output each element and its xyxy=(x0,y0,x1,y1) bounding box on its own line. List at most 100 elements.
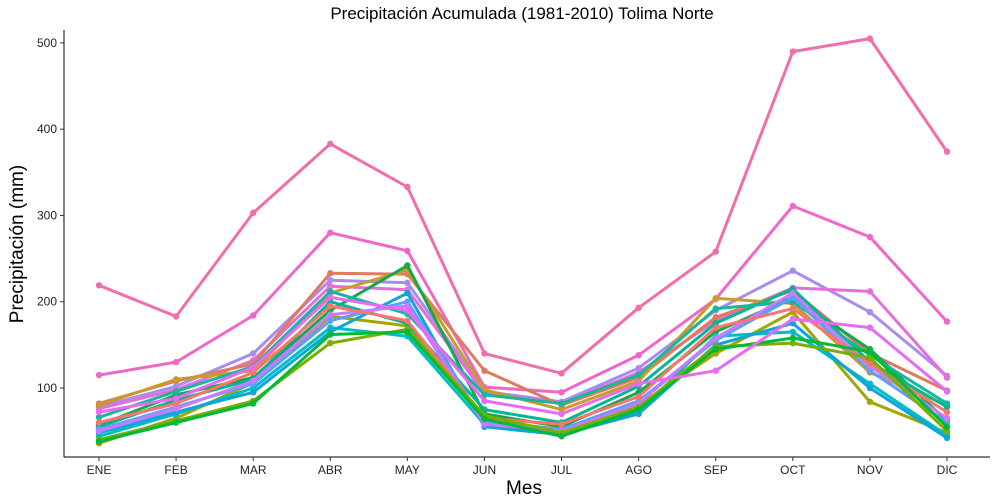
x-tick-label: SEP xyxy=(704,463,728,477)
data-point xyxy=(866,324,874,331)
data-point xyxy=(249,377,257,385)
x-tick-label: DIC xyxy=(937,463,958,477)
data-point xyxy=(635,393,642,400)
data-point xyxy=(481,406,488,413)
data-point xyxy=(249,350,257,357)
data-point xyxy=(943,414,951,422)
data-point xyxy=(404,247,411,255)
x-tick-label: FEB xyxy=(164,463,187,477)
data-point xyxy=(172,395,180,402)
data-point xyxy=(635,371,642,379)
data-point xyxy=(866,360,874,368)
data-point xyxy=(866,384,874,392)
data-point xyxy=(172,388,180,395)
data-point xyxy=(943,388,951,395)
data-point xyxy=(712,324,719,331)
x-tick-label: JUN xyxy=(473,463,496,477)
x-axis-ticks: ENE FEB MAR ABR MAY JUN JUL AGO SEP OCT NOV DIC xyxy=(87,457,958,477)
y-tick-label: 200 xyxy=(37,295,57,309)
data-point xyxy=(481,367,488,374)
data-point xyxy=(327,339,334,347)
chart-title: Precipitación Acumulada (1981-2010) Toli… xyxy=(330,4,713,23)
data-point xyxy=(712,314,719,321)
data-point xyxy=(481,391,488,399)
data-point xyxy=(327,229,334,236)
data-point xyxy=(558,400,565,407)
data-point xyxy=(249,389,257,396)
data-point xyxy=(481,397,488,405)
x-tick-label: MAR xyxy=(240,463,267,477)
data-point xyxy=(249,209,257,217)
series-1 xyxy=(95,35,951,377)
series-line xyxy=(97,327,949,442)
data-point xyxy=(172,358,180,366)
series-18 xyxy=(95,294,951,418)
data-point xyxy=(712,334,719,342)
data-point xyxy=(249,369,257,376)
data-point xyxy=(172,405,180,412)
data-point xyxy=(712,345,719,353)
data-point xyxy=(95,371,103,379)
data-point xyxy=(327,331,334,338)
data-point xyxy=(789,48,797,55)
x-tick-label: AGO xyxy=(625,463,652,477)
data-point xyxy=(866,308,874,316)
x-tick-label: MAY xyxy=(395,463,420,477)
data-point xyxy=(95,427,103,435)
data-point xyxy=(249,312,257,319)
y-tick-label: 100 xyxy=(37,381,57,395)
data-point xyxy=(327,283,334,290)
data-point xyxy=(481,350,488,357)
data-point xyxy=(172,419,180,426)
data-point xyxy=(943,423,951,431)
data-point xyxy=(95,408,103,416)
data-point xyxy=(943,434,951,442)
data-point xyxy=(327,317,334,324)
data-point xyxy=(327,270,334,277)
data-point xyxy=(866,348,874,355)
data-point xyxy=(404,183,411,191)
data-point xyxy=(95,282,103,289)
data-point xyxy=(404,307,411,314)
series-line xyxy=(97,204,949,394)
data-point xyxy=(327,140,334,148)
data-point xyxy=(943,374,951,381)
x-tick-label: OCT xyxy=(780,463,806,477)
data-point xyxy=(558,433,565,440)
data-point xyxy=(635,380,642,387)
data-point xyxy=(789,289,797,297)
y-tick-label: 500 xyxy=(37,36,57,50)
data-point xyxy=(789,305,797,312)
data-point xyxy=(635,304,642,311)
data-point xyxy=(866,288,874,295)
data-point xyxy=(481,415,488,423)
data-point xyxy=(712,248,719,255)
data-point xyxy=(404,279,411,286)
data-point xyxy=(712,295,719,302)
data-point xyxy=(172,400,180,407)
data-point xyxy=(327,276,334,284)
data-point xyxy=(172,376,180,383)
data-point xyxy=(404,328,411,336)
data-point xyxy=(327,294,334,301)
data-point xyxy=(172,313,180,320)
data-point xyxy=(712,367,719,374)
x-tick-label: ENE xyxy=(87,463,112,477)
data-point xyxy=(481,421,488,428)
data-point xyxy=(558,389,565,396)
data-point xyxy=(249,364,257,371)
data-point xyxy=(558,410,565,418)
series-line xyxy=(97,330,949,443)
data-point xyxy=(558,421,565,428)
data-point xyxy=(404,317,411,324)
data-point xyxy=(789,315,797,323)
series-line xyxy=(97,295,949,431)
data-point xyxy=(635,406,642,413)
data-point xyxy=(327,288,334,295)
series-17 xyxy=(95,328,951,445)
data-point xyxy=(712,305,719,312)
data-point xyxy=(95,438,103,445)
data-point xyxy=(404,262,411,269)
y-axis-title: Precipitación (mm) xyxy=(7,165,28,323)
